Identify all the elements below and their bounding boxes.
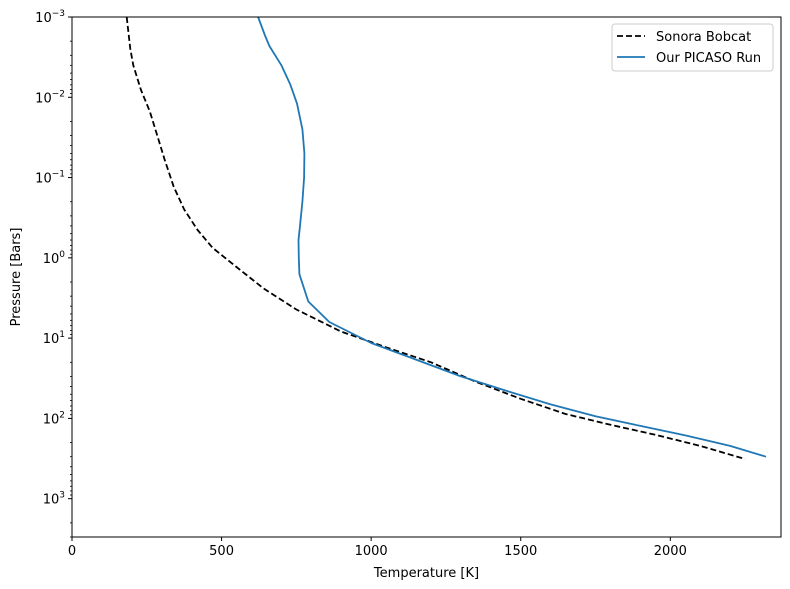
- y-tick-label: 10−3: [35, 9, 65, 26]
- x-tick-label: 1500: [504, 544, 537, 559]
- y-axis-label: Pressure [Bars]: [9, 228, 24, 327]
- legend-label-sonora-bobcat: Sonora Bobcat: [656, 30, 751, 45]
- legend: Sonora Bobcat Our PICASO Run: [611, 23, 774, 72]
- series-line-sonora-bobcat: [125, 16, 746, 460]
- y-tick-label: 102: [43, 410, 65, 427]
- x-tick-label: 1000: [355, 544, 388, 559]
- x-axis-label: Temperature [K]: [373, 566, 479, 581]
- y-tick-label: 100: [43, 250, 66, 267]
- plot-lines: [125, 16, 767, 460]
- y-tick-label: 103: [43, 491, 65, 508]
- y-tick-label: 10−2: [35, 89, 65, 106]
- plot-frame: [71, 16, 782, 538]
- x-axis: 0 500 1000 1500 2000: [68, 537, 687, 559]
- x-tick-label: 0: [68, 544, 76, 559]
- legend-box: [611, 23, 774, 72]
- y-tick-label: 10−1: [35, 170, 65, 187]
- legend-label-picaso-run: Our PICASO Run: [656, 51, 761, 66]
- x-tick-label: 500: [209, 544, 234, 559]
- y-tick-label: 101: [43, 330, 65, 347]
- y-axis: 10−3 10−2 10−1 100 101 102 103: [35, 9, 72, 538]
- series-line-our-picaso-run: [257, 16, 767, 458]
- x-tick-label: 2000: [654, 544, 687, 559]
